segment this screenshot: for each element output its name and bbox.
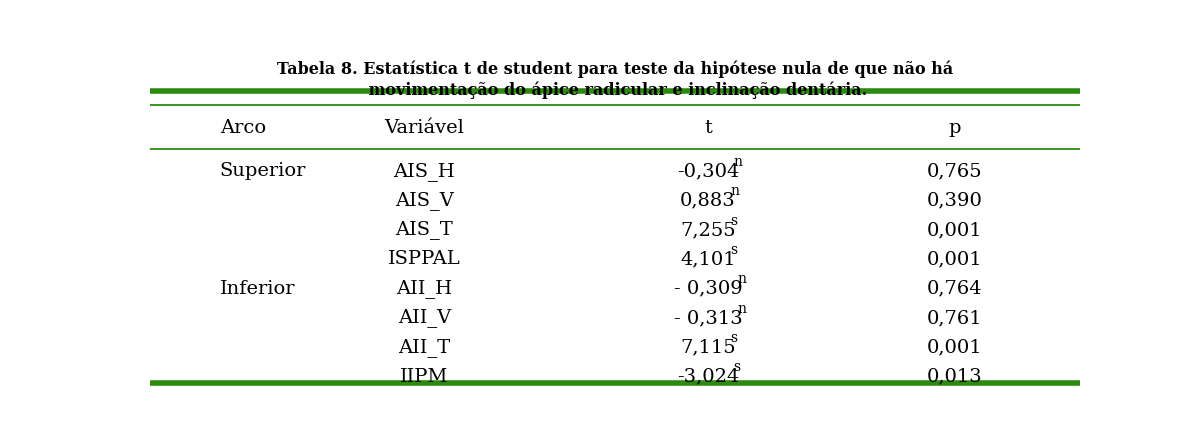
Text: IIPM: IIPM [400, 367, 449, 386]
Text: 0,765: 0,765 [926, 162, 983, 180]
Text: s: s [731, 213, 738, 227]
Text: -3,024: -3,024 [677, 367, 739, 386]
Text: 0,883: 0,883 [680, 191, 736, 210]
Text: 7,255: 7,255 [680, 221, 736, 239]
Text: - 0,309: - 0,309 [673, 279, 743, 298]
Text: p: p [948, 120, 961, 138]
Text: Inferior: Inferior [220, 279, 295, 298]
Text: n: n [733, 155, 743, 169]
Text: s: s [731, 331, 738, 345]
Text: AII_H: AII_H [396, 279, 452, 298]
Text: 0,761: 0,761 [926, 309, 983, 327]
Text: -0,304: -0,304 [677, 162, 739, 180]
Text: 0,001: 0,001 [926, 250, 983, 268]
Text: 0,001: 0,001 [926, 338, 983, 357]
Text: n: n [731, 184, 739, 198]
Text: 0,013: 0,013 [926, 367, 983, 386]
Text: Tabela 8. Estatística t de student para teste da hipótese nula de que não há
 mo: Tabela 8. Estatística t de student para … [277, 61, 953, 99]
Text: 0,390: 0,390 [926, 191, 983, 210]
Text: Arco: Arco [220, 120, 266, 138]
Text: t: t [704, 120, 712, 138]
Text: Variável: Variável [384, 120, 464, 138]
Text: n: n [737, 272, 746, 286]
Text: 4,101: 4,101 [680, 250, 736, 268]
Text: ISPPAL: ISPPAL [388, 250, 461, 268]
Text: AIS_V: AIS_V [395, 191, 454, 210]
Text: s: s [731, 243, 738, 257]
Text: 0,764: 0,764 [926, 279, 983, 298]
Text: AII_V: AII_V [397, 308, 451, 328]
Text: s: s [733, 360, 740, 374]
Text: AII_T: AII_T [398, 338, 450, 357]
Text: Superior: Superior [220, 162, 306, 180]
Text: - 0,313: - 0,313 [673, 309, 743, 327]
Text: AIS_H: AIS_H [394, 162, 455, 181]
Text: AIS_T: AIS_T [396, 220, 454, 240]
Text: 7,115: 7,115 [680, 338, 736, 357]
Text: n: n [737, 301, 746, 315]
Text: 0,001: 0,001 [926, 221, 983, 239]
